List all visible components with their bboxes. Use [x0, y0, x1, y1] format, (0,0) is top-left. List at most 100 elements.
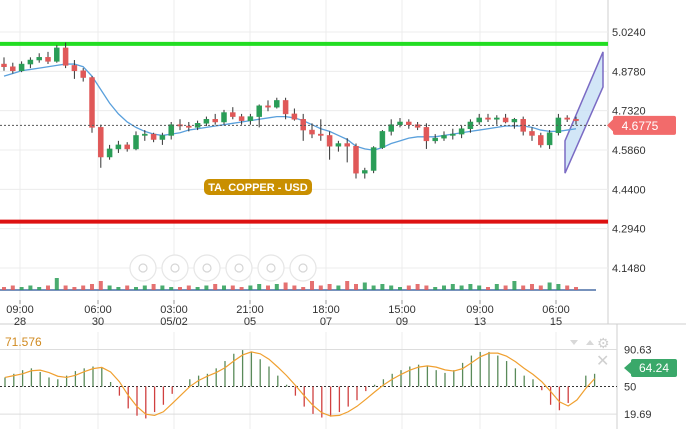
volume-bar: [151, 284, 156, 290]
zoom-in-icon[interactable]: [225, 254, 253, 282]
osc-tick-label: 50: [624, 382, 636, 394]
volume-bar: [125, 285, 130, 290]
candle-body: [54, 47, 60, 62]
candle-body: [106, 148, 113, 158]
settings-icon[interactable]: ⚙: [597, 335, 610, 351]
volume-bar: [556, 284, 561, 290]
oscillator-histogram: [4, 350, 596, 419]
zoom-reset-icon[interactable]: [193, 254, 221, 282]
candle-body: [414, 124, 421, 128]
candle-body: [212, 119, 218, 123]
volume-bar: [398, 287, 402, 290]
candle-body: [370, 147, 377, 171]
candle-body: [18, 63, 25, 72]
volume-bar: [169, 287, 174, 290]
candle-body: [36, 57, 42, 61]
candle-body: [124, 144, 130, 150]
arrow-right-icon-bg: [289, 254, 317, 282]
close-icon[interactable]: ✕: [596, 353, 609, 370]
osc-tick-label: 19.69: [624, 409, 652, 421]
volume-bar: [538, 285, 543, 290]
candle-body: [10, 66, 16, 72]
time-tick-date: 15: [550, 316, 562, 328]
expand-icon[interactable]: [586, 340, 594, 345]
volume-bar: [424, 285, 429, 290]
trend-channel[interactable]: [564, 51, 604, 174]
volume-bar: [574, 287, 578, 290]
candle-body: [133, 135, 139, 150]
time-tick-date: 09: [396, 316, 408, 328]
current-price-value: 4.6775: [622, 119, 659, 133]
zoom-out-icon[interactable]: [161, 254, 189, 282]
oscillator-prev-value: 71.576: [5, 335, 42, 349]
volume-bar: [204, 285, 209, 290]
candle-body: [80, 70, 86, 78]
volume-bar: [565, 285, 570, 290]
candle-body: [265, 105, 271, 108]
volume-bar: [442, 285, 446, 290]
candle-body: [291, 113, 298, 120]
volume-bar: [230, 285, 235, 290]
candle-body: [142, 133, 148, 136]
pan-icon[interactable]: [257, 254, 285, 282]
time-tick-time: 03:00: [160, 304, 188, 316]
time-tick-time: 06:00: [84, 304, 112, 316]
zoom-in-icon-bg: [225, 254, 253, 282]
price-tick-label: 4.5860: [612, 145, 646, 157]
volume-bar: [19, 287, 24, 290]
osc-tick-label: 90.63: [624, 345, 652, 357]
time-tick-time: 18:00: [312, 304, 340, 316]
candle-body: [326, 135, 333, 147]
volume-bar: [415, 284, 420, 290]
candle-body: [89, 77, 95, 128]
candle-body: [256, 105, 262, 117]
candle-body: [406, 121, 412, 125]
candle-body: [362, 170, 368, 174]
volume-bar: [134, 287, 138, 290]
volume-bar: [54, 278, 59, 290]
volume-bar: [459, 285, 464, 290]
arrow-right-icon[interactable]: [289, 254, 317, 282]
collapse-icon[interactable]: [570, 340, 578, 345]
volume-bar: [116, 287, 121, 290]
candle-body: [230, 112, 236, 117]
candle-body: [353, 145, 359, 174]
candle-body: [573, 119, 579, 121]
oscillator-gridlines: [0, 332, 617, 429]
price-tick-label: 5.0240: [612, 27, 646, 39]
candle-body: [502, 117, 509, 123]
volume-bar: [28, 285, 33, 290]
arrow-left-icon[interactable]: [129, 254, 157, 282]
volume-bar: [160, 285, 165, 290]
candle-body: [379, 131, 386, 148]
candle-body: [476, 117, 482, 123]
candle-body: [318, 133, 324, 136]
time-tick-date: 28: [14, 316, 26, 328]
time-tick-date: 13: [474, 316, 486, 328]
volume-bar: [81, 285, 86, 290]
current-price-tag: 4.6775: [607, 115, 676, 135]
volume-bar: [389, 285, 394, 290]
oscillator-current-value: 64.24: [639, 361, 669, 375]
zoom-reset-icon-glyph: [202, 263, 212, 273]
chart-toolbar[interactable]: [129, 254, 317, 282]
candle-body: [309, 129, 315, 135]
instrument-label-text: TA. COPPER - USD: [208, 182, 307, 194]
candle-body: [62, 47, 69, 66]
zoom-in-icon-glyph: [234, 263, 244, 273]
volume-bar: [406, 285, 411, 290]
volume-bar: [486, 287, 490, 290]
volume-bar: [503, 285, 508, 290]
volume-bar: [494, 284, 499, 290]
volume-bar: [195, 287, 200, 290]
candle-body: [529, 131, 535, 136]
volume-bar: [362, 282, 367, 290]
volume-bar: [477, 285, 482, 290]
candle-body: [564, 117, 570, 120]
time-tick-time: 09:00: [6, 304, 34, 316]
volume-bar: [318, 285, 323, 290]
volume-bar: [274, 284, 279, 290]
volume-bar: [90, 284, 94, 290]
candle-body: [335, 143, 342, 147]
